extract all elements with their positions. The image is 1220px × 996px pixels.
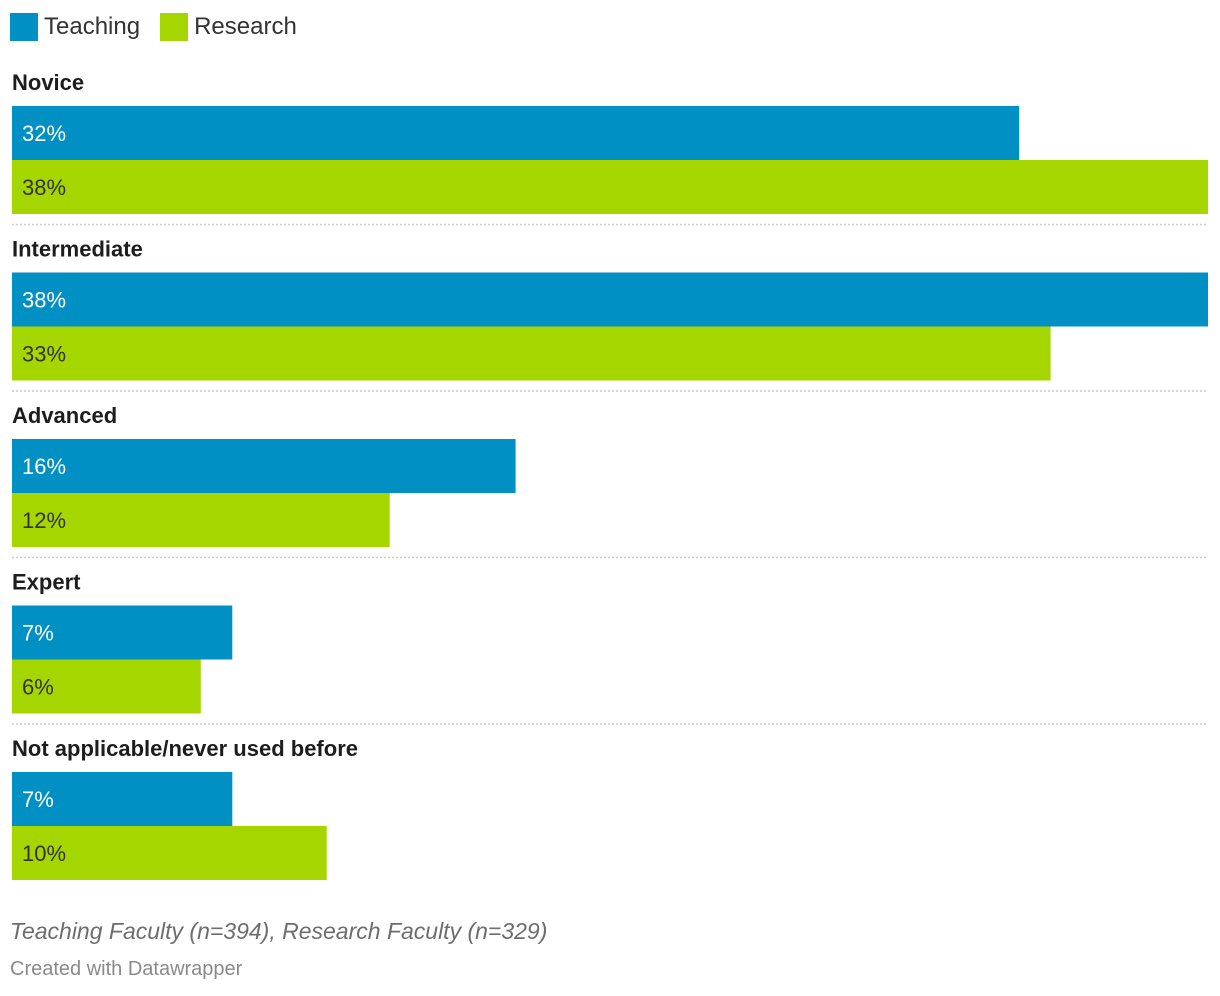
chart-notes: Teaching Faculty (n=394), Research Facul… (10, 918, 548, 944)
category-label-advanced: Advanced (12, 403, 117, 428)
legend-label-research: Research (194, 13, 297, 40)
bar-value-label-teaching-intermediate: 38% (22, 288, 66, 313)
bar-value-label-research-novice: 38% (22, 175, 66, 200)
legend-item-research: Research (160, 13, 297, 41)
legend-swatch-teaching (10, 13, 38, 41)
category-label-intermediate: Intermediate (12, 237, 143, 262)
category-label-not-applicable-never-used-before: Not applicable/never used before (12, 736, 358, 761)
bar-teaching-expert (12, 605, 233, 660)
bar-research-novice (12, 160, 1208, 214)
bar-value-label-teaching-advanced: 16% (22, 454, 66, 479)
bar-research-expert (12, 659, 201, 714)
bar-teaching-intermediate (12, 272, 1208, 327)
bar-research-intermediate (12, 326, 1051, 381)
bar-research-advanced (12, 493, 390, 547)
bar-value-label-teaching-not-applicable-never-used-before: 7% (22, 787, 54, 812)
bar-value-label-research-advanced: 12% (22, 508, 66, 533)
bar-teaching-novice (12, 106, 1020, 160)
legend: Teaching Research (10, 12, 317, 42)
category-label-expert: Expert (12, 570, 81, 595)
bar-value-label-research-not-applicable-never-used-before: 10% (22, 841, 66, 866)
bar-value-label-research-intermediate: 33% (22, 342, 66, 367)
category-label-novice: Novice (12, 70, 84, 95)
legend-swatch-research (160, 13, 189, 41)
bar-teaching-not-applicable-never-used-before (12, 772, 233, 826)
bar-chart: Novice 32% 38% Intermediate 38% 33% Advanced 16… (12, 70, 1208, 880)
chart-credit: Created with Datawrapper (10, 958, 243, 980)
legend-label-teaching: Teaching (44, 13, 141, 40)
bar-value-label-teaching-expert: 7% (22, 621, 54, 646)
bar-teaching-advanced (12, 439, 516, 493)
bar-value-label-research-expert: 6% (22, 675, 54, 700)
bar-research-not-applicable-never-used-before (12, 826, 327, 880)
bar-value-label-teaching-novice: 32% (22, 121, 66, 146)
legend-item-teaching: Teaching (10, 13, 140, 41)
